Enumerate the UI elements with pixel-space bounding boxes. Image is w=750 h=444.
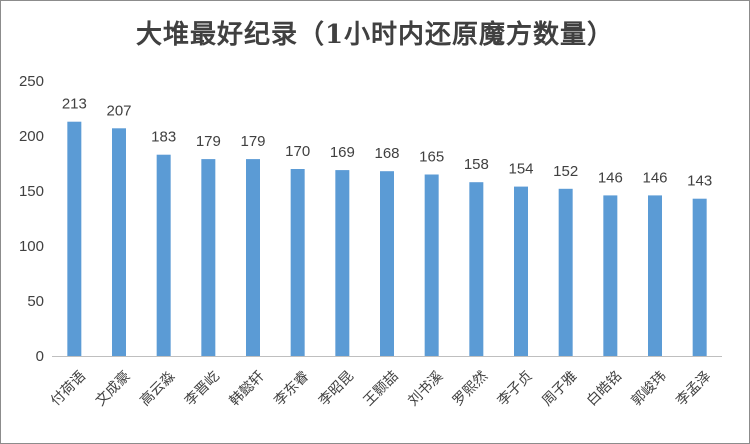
category-label: 李昭昆 [316,368,357,409]
bar [246,159,260,356]
bar [112,128,126,356]
bar [603,195,618,356]
category-label: 李孟泽 [673,368,714,409]
category-label: 周子雅 [539,368,580,409]
bar [648,195,662,356]
data-label: 146 [598,169,623,186]
y-tick-label: 250 [19,73,44,90]
category-label: 高云淼 [137,368,179,410]
data-label: 179 [196,133,221,150]
category-label: 文成豪 [93,368,134,409]
bar [469,182,484,356]
bar [335,170,350,356]
category-label: 李东睿 [271,368,312,409]
y-axis: 0 50 100 150 200 250 [19,73,44,365]
data-label: 207 [106,102,131,119]
data-label: 158 [464,156,489,173]
bar [201,159,216,356]
y-tick-label: 100 [19,238,44,255]
data-label: 183 [151,129,176,146]
bar [514,186,528,356]
category-label: 白皓铭 [584,368,625,409]
bar [558,188,573,356]
data-label: 169 [330,144,355,161]
data-label: 152 [553,163,578,180]
data-label: 143 [687,173,712,190]
y-tick-label: 200 [19,128,44,145]
data-label: 146 [642,169,667,186]
bar [67,121,82,356]
bars [67,121,707,356]
bar [424,174,439,356]
category-label: 李晋屹 [182,368,223,409]
category-labels: 付荷语 文成豪 高云淼 李晋屹 韩懿轩 李东睿 李昭昆 王颢喆 刘书溪 罗熙然 李子贞 周子雅 白皓铭郭… [48,368,714,410]
category-label: 韩懿轩 [227,368,268,409]
bar [290,169,305,356]
bar [156,154,171,356]
data-label: 179 [240,133,265,150]
y-tick-label: 50 [27,293,44,310]
bar [380,171,394,356]
data-label: 154 [508,161,533,178]
y-tick-label: 150 [19,183,44,200]
data-label: 213 [62,96,87,113]
category-label: 刘书溪 [405,368,446,409]
category-label: 王颢喆 [361,368,402,409]
data-label: 170 [285,143,310,160]
data-label: 165 [419,149,444,166]
category-label: 郭峻玮 [628,368,670,410]
category-label: 付荷语 [48,368,89,409]
category-label: 李子贞 [494,368,536,410]
data-labels: 213 207 183 179 179 170 169 168 165 158 154 152 146 1… [62,96,712,190]
chart-title: 大堆最好纪录（1小时内还原魔方数量） [135,20,615,50]
bar [692,198,707,356]
category-label: 罗熙然 [449,368,491,410]
y-tick-label: 0 [36,348,44,365]
data-label: 168 [374,145,399,162]
